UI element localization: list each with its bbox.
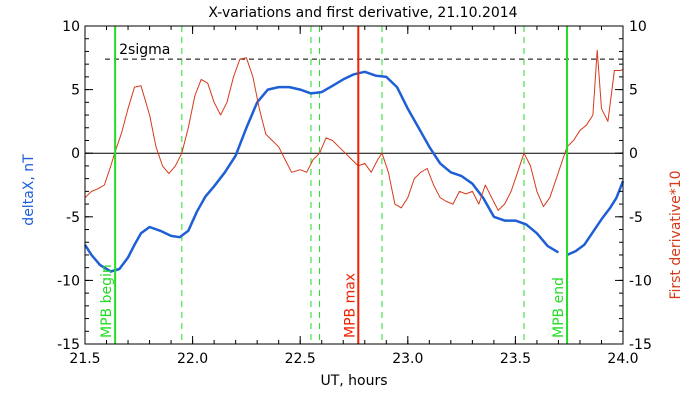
x-tick-label: 23.5 [500,351,531,367]
x-tick-label: 22.5 [285,351,316,367]
marker-label: MPB max [342,273,358,338]
deltax-series-line [83,70,560,273]
y-tick-label-left: -15 [57,337,80,353]
y-tick-label-right: -10 [629,273,652,289]
x-tick-label: 22.0 [177,351,208,367]
y-tick-label-left: -5 [66,210,80,226]
marker-label: MPB end [551,277,567,338]
y-tick-label-left: 0 [71,146,80,162]
y-tick-label-right: -15 [629,337,652,353]
derivative-series-line [84,49,624,211]
plot-area: 2sigma MPB begin MPB max MPB end [83,26,625,344]
deltax-series-line [566,180,625,257]
sigma-label: 2sigma [119,42,170,58]
y-tick-label-left: -10 [57,273,80,289]
chart-title: X-variations and first derivative, 21.10… [208,5,517,21]
y-tick-label-left: 5 [71,83,80,99]
x-tick-label: 24.0 [607,351,638,367]
y-tick-label-right: -5 [629,210,643,226]
x-tick-label: 23.0 [392,351,423,367]
y-tick-label-left: 10 [62,19,80,35]
axis-ticks: 21.5 22.0 22.5 23.0 23.5 24.0-15 -15-10 -10-5 -5… [57,19,652,367]
y-tick-label-right: 5 [629,83,638,99]
y-tick-label-right: 10 [629,19,647,35]
y-axis-label-right: First derivative*10 [668,170,684,299]
plot-frame [84,25,624,345]
x-axis-label: UT, hours [320,373,387,389]
y-axis-label-left: deltaX, nT [21,154,37,226]
x-tick-label: 21.5 [69,351,100,367]
marker-label: MPB begin [99,264,115,338]
y-tick-label-right: 0 [629,146,638,162]
